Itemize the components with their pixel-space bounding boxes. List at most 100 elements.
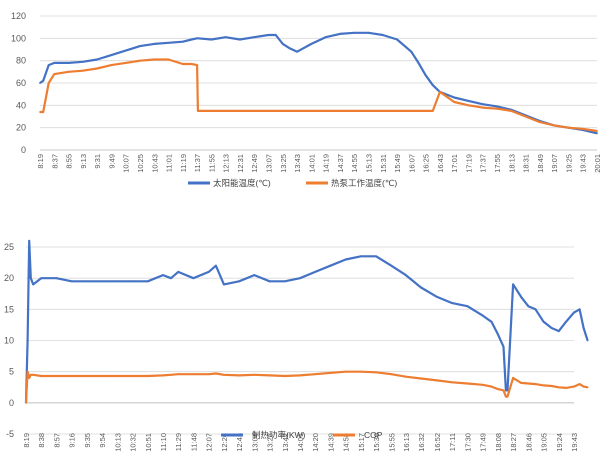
chart1-series-1-point-26 (329, 372, 332, 374)
chart0-series-1-point-43 (539, 121, 541, 123)
chart1-x-tick-label-4: 9:35 (83, 433, 92, 448)
chart0-x-tick-label-36: 19:07 (550, 154, 559, 173)
chart0-x-tick-label-13: 12:13 (222, 154, 231, 173)
chart0-series-0-point-37 (453, 96, 456, 99)
chart0-x-tick-label-27: 16:25 (422, 154, 431, 173)
chart0-series-1-point-46 (581, 127, 584, 130)
chart0-x-tick-label-1: 8:37 (50, 154, 59, 169)
chart0-series-1-point-23 (289, 110, 291, 112)
chart0-x-tick-label-8: 10:43 (150, 154, 159, 173)
chart1-series-0-point-51 (578, 308, 581, 311)
chart0-series-1-point-29 (367, 110, 370, 112)
chart1-series-1-point-20 (238, 374, 241, 377)
chart1-series-0-point-3 (29, 277, 32, 280)
chart1-x-tick-label-29: 17:30 (463, 433, 472, 452)
chart0-y-tick-label-4: 80 (16, 56, 26, 66)
chart1-x-tick-label-21: 14:58 (342, 433, 351, 452)
chart1-x-tick-label-11: 11:48 (189, 433, 198, 451)
chart1-x-tick-label-10: 11:29 (174, 433, 183, 451)
chart1-x-tick-label-34: 19:05 (540, 433, 549, 452)
chart-separator (0, 200, 607, 228)
chart1-series-1-point-34 (451, 381, 454, 384)
chart1-y-tick-label-2: 5 (9, 367, 14, 377)
chart0-series-1-point-1 (42, 111, 45, 113)
heating-power-cop-chart-panel: -5 0 5 10 15 20 25 8:19 8:38 8:57 9:16 9:35 9:54 10:1… (0, 228, 607, 456)
chart1-series-0-point-46 (542, 320, 545, 323)
chart1-x-tick-label-26: 16:32 (417, 433, 426, 452)
chart0-series-0-point-15 (197, 37, 199, 40)
chart1-series-0-point-19 (223, 283, 225, 286)
chart1-series-0-point-15 (177, 271, 180, 273)
chart0-series-0-point-18 (239, 38, 241, 41)
chart1-series-1-point-30 (390, 373, 393, 376)
chart1-series-0-point-12 (146, 280, 149, 283)
chart1-x-tick-label-6: 10:13 (113, 433, 122, 452)
chart0-series-0-point-5 (81, 60, 84, 63)
chart0-series-1-point-24 (296, 110, 298, 112)
chart0-series-0-point-27 (339, 33, 341, 35)
chart1-x-tick-label-28: 17:11 (448, 433, 457, 451)
chart1-series-0-point-44 (527, 305, 530, 308)
chart0-legend-label-0: 太阳能温度(℃) (213, 178, 271, 188)
chart1-series-0-point-13 (162, 274, 164, 276)
chart0-x-tick-label-30: 17:19 (464, 154, 473, 173)
chart1-y-tick-label-0: -5 (6, 429, 14, 439)
chart0-legend-label-1: 热泵工作温度(℃) (331, 178, 397, 188)
chart1-series-0-point-28 (360, 255, 362, 258)
chart0-y-tick-label-6: 120 (11, 11, 26, 21)
chart0-series-1-point-2 (47, 82, 50, 84)
chart0-series-0-point-11 (167, 41, 170, 44)
chart0-series-1-point-47 (596, 130, 598, 132)
chart1-series-1-point-3 (29, 373, 32, 376)
chart1-series-1-point-33 (436, 379, 438, 382)
chart1-series-1-point-2 (28, 377, 31, 379)
chart0-series-1-point-45 (567, 126, 570, 129)
chart1-series-1-point-11 (131, 375, 134, 377)
chart0-series-0-point-35 (431, 84, 434, 87)
chart0-x-tick-label-28: 16:43 (436, 154, 445, 173)
chart0-series-1-point-27 (339, 110, 341, 112)
chart1-series-1-point-25 (314, 373, 317, 376)
chart0-series-1-point-33 (417, 110, 420, 112)
chart1-series-1-point-42 (512, 377, 514, 379)
chart0-series-0-point-3 (53, 62, 56, 64)
chart0-x-tick-label-12: 11:55 (207, 154, 216, 172)
chart1-series-1-point-38 (497, 388, 499, 390)
chart0-series-1-point-15 (197, 110, 199, 112)
chart0-x-tick-label-15: 12:49 (250, 154, 259, 173)
chart1-x-tick-label-12: 12:07 (205, 433, 214, 452)
chart1-series-0-point-7 (70, 280, 73, 283)
chart1-x-tick-label-36: 19:43 (570, 433, 579, 452)
chart0-series-0-point-1 (42, 79, 45, 82)
chart0-series-0-point-30 (381, 34, 384, 36)
chart1-series-0-point-8 (86, 280, 88, 283)
chart0-x-tick-label-4: 9:31 (93, 154, 102, 169)
chart0-series-0-point-20 (267, 34, 270, 36)
chart0-series-0-point-47 (596, 132, 598, 135)
chart0-series-1-point-20 (267, 110, 270, 112)
chart1-x-tick-label-3: 9:16 (68, 433, 77, 448)
chart1-series-1-point-8 (86, 375, 88, 377)
chart1-x-tick-label-1: 8:38 (37, 433, 46, 448)
chart1-x-tick-label-35: 19:24 (555, 433, 564, 452)
chart1-series-1-point-9 (101, 375, 103, 377)
chart1-series-1-point-10 (116, 375, 119, 377)
chart0-series-1-point-36 (439, 91, 441, 93)
solar-temperature-chart: 0 20 40 60 80 100 120 8:19 8:37 8:55 9:13 9:31 9:49 1… (11, 11, 602, 188)
chart0-series-1-point-18 (239, 110, 241, 112)
chart0-series-1-point-31 (396, 110, 398, 112)
chart1-series-0-point-4 (32, 283, 35, 286)
chart1-series-0-point-21 (253, 274, 256, 276)
chart1-series-1-point-50 (573, 385, 575, 388)
chart1-x-tick-label-20: 14:39 (326, 433, 335, 452)
chart0-y-tick-label-5: 100 (11, 33, 26, 43)
chart0-series-1-point-4 (67, 70, 70, 73)
chart1-series-0-point-32 (420, 286, 422, 289)
chart1-series-1-point-48 (557, 386, 560, 389)
chart1-series-0-point-52 (582, 327, 585, 329)
chart1-x-tick-label-13: 12:26 (220, 433, 229, 452)
chart1-series-1-point-1 (26, 370, 29, 373)
chart0-y-tick-label-0: 0 (21, 145, 26, 155)
heating-power-cop-chart: -5 0 5 10 15 20 25 8:19 8:38 8:57 9:16 9:35 9:54 10:1… (4, 239, 589, 452)
chart1-series-0-point-20 (238, 280, 241, 283)
